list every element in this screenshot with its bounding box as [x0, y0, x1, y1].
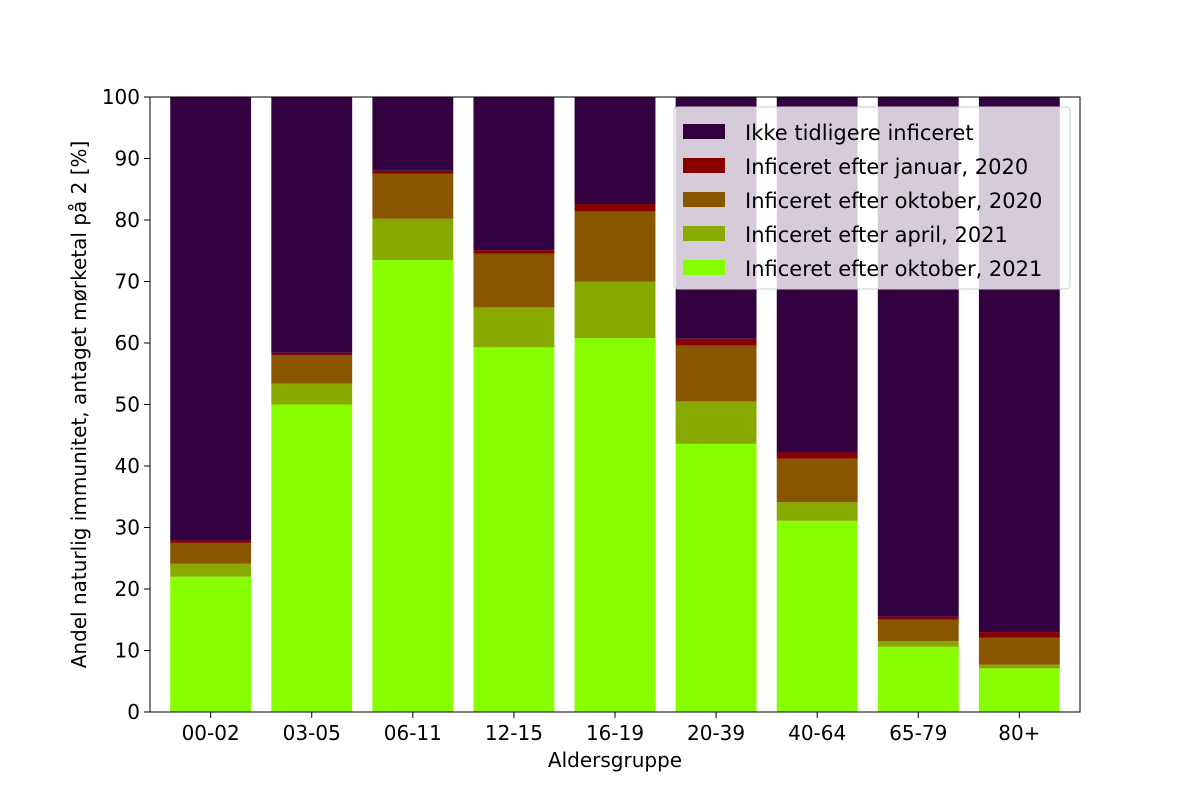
bar-segment	[372, 259, 454, 712]
bar-segment	[271, 355, 353, 384]
bar-segment	[170, 563, 252, 577]
bar-segment	[776, 458, 858, 503]
bar-segment	[372, 218, 454, 260]
bar-segment	[978, 637, 1060, 665]
bar-segment	[776, 502, 858, 521]
x-tick-label: 65-79	[889, 721, 947, 745]
y-tick-label: 90	[115, 147, 140, 171]
bar-segment	[473, 250, 555, 254]
bar-segment	[574, 338, 656, 712]
x-tick-label: 20-39	[687, 721, 745, 745]
bar-segment	[271, 97, 353, 353]
bar-segment	[574, 211, 656, 282]
bar-segment	[776, 520, 858, 712]
legend-label: Inficeret efter oktober, 2020	[745, 189, 1042, 213]
x-tick-label: 03-05	[283, 721, 341, 745]
x-tick-label: 80+	[998, 721, 1040, 745]
bar-segment	[372, 173, 454, 219]
y-tick-label: 30	[115, 516, 140, 540]
x-tick-label: 16-19	[586, 721, 644, 745]
y-tick-label: 40	[115, 454, 140, 478]
y-tick-label: 60	[115, 331, 140, 355]
legend-label: Inficeret efter april, 2021	[745, 223, 1008, 247]
x-axis-label: Aldersgruppe	[548, 748, 682, 772]
y-tick-label: 0	[127, 700, 140, 724]
x-tick-label: 40-64	[788, 721, 846, 745]
bar-segment	[776, 452, 858, 459]
legend-box	[673, 106, 1071, 290]
bar-segment	[574, 204, 656, 212]
y-tick-label: 80	[115, 208, 140, 232]
legend-swatch	[683, 158, 725, 173]
bar-segment	[473, 347, 555, 712]
bar-segment	[170, 540, 252, 543]
y-tick-label: 70	[115, 270, 140, 294]
bar-segment	[372, 97, 454, 171]
legend: Ikke tidligere inficeret Inficeret efter …	[673, 106, 1071, 290]
legend-swatch	[683, 124, 725, 139]
legend-swatch	[683, 226, 725, 241]
bar-segment	[877, 641, 959, 647]
bar-segment	[574, 281, 656, 339]
legend-label: Inficeret efter oktober, 2021	[745, 257, 1042, 281]
y-tick-label: 20	[115, 577, 140, 601]
bar-segment	[473, 307, 555, 348]
bar-segment	[978, 664, 1060, 669]
x-tick-label: 06-11	[384, 721, 442, 745]
y-tick-label: 50	[115, 393, 140, 417]
bar-segment	[675, 401, 757, 444]
bar-segment	[877, 619, 959, 642]
legend-swatch	[683, 192, 725, 207]
x-tick-label: 12-15	[485, 721, 543, 745]
bar-segment	[372, 170, 454, 174]
bar-segment	[473, 97, 555, 251]
y-tick-label: 10	[115, 639, 140, 663]
legend-label: Ikke tidligere inficeret	[745, 121, 974, 145]
y-tick-label: 100	[102, 85, 140, 109]
bar-segment	[170, 542, 252, 564]
bar-segment	[675, 443, 757, 712]
bar-segment	[271, 404, 353, 712]
bar-segment	[271, 383, 353, 405]
bar-segment	[271, 352, 353, 356]
bar-segment	[675, 345, 757, 402]
bar-segment	[170, 576, 252, 712]
legend-label: Inficeret efter januar, 2020	[745, 155, 1028, 179]
bar-segment	[675, 338, 757, 346]
bar-segment	[877, 616, 959, 620]
y-axis-label: Andel naturlig immunitet, antaget mørket…	[67, 141, 91, 669]
bar-segment	[978, 632, 1060, 638]
legend-swatch	[683, 260, 725, 275]
x-tick-label: 00-02	[182, 721, 240, 745]
bar-segment	[473, 253, 555, 308]
y-axis: 0 10 20 30 40 50 60 70 80 90 100	[102, 85, 150, 724]
x-axis: 00-02 03-05 06-11 12-15 16-19 20-39 40-64 65-79…	[182, 712, 1040, 745]
bar-segment	[978, 668, 1060, 712]
bar-segment	[574, 97, 656, 205]
bar-segment	[170, 97, 252, 541]
bar-segment	[877, 646, 959, 712]
